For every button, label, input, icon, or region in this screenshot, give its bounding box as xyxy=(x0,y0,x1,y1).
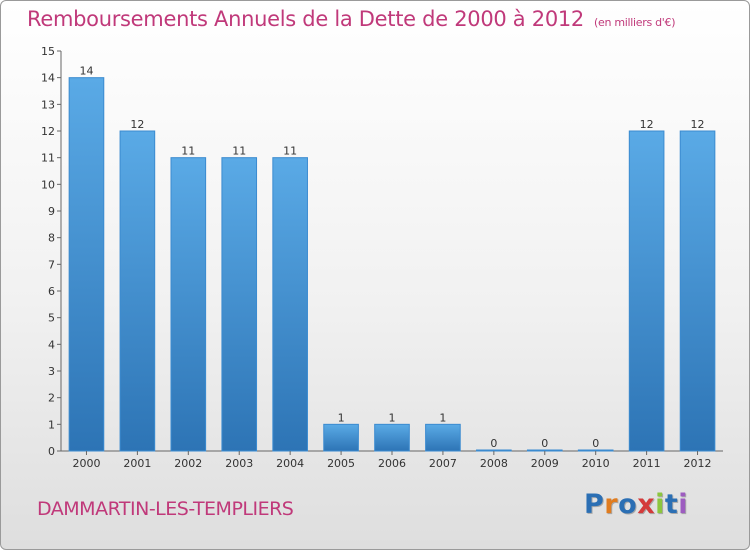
bar-value-label: 1 xyxy=(389,411,396,424)
y-tick-label: 4 xyxy=(48,338,55,351)
bar-value-label: 1 xyxy=(439,411,446,424)
x-tick-label: 2006 xyxy=(378,457,406,470)
bar-2008 xyxy=(476,449,512,452)
logo-letter: i xyxy=(678,489,689,520)
logo-letter: t xyxy=(664,489,679,520)
bar-value-label: 14 xyxy=(79,65,93,78)
bar-value-label: 0 xyxy=(490,437,497,450)
bar-2010 xyxy=(577,449,614,452)
bar-value-label: 11 xyxy=(232,145,246,158)
x-tick-label: 2008 xyxy=(480,457,508,470)
bar-value-label: 12 xyxy=(691,118,705,131)
logo-letter: x xyxy=(637,489,656,520)
y-tick-label: 13 xyxy=(41,98,55,111)
bar-value-label: 12 xyxy=(130,118,144,131)
x-tick-label: 2002 xyxy=(174,457,202,470)
x-tick-label: 2010 xyxy=(582,457,610,470)
logo-letter: i xyxy=(655,489,665,520)
logo-letter: o xyxy=(618,489,638,520)
chart-title: Remboursements Annuels de la Dette de 20… xyxy=(27,7,675,31)
chart-unit: (en milliers d'€) xyxy=(594,16,676,29)
y-tick-label: 9 xyxy=(48,205,55,218)
x-tick-label: 2009 xyxy=(531,457,559,470)
x-tick-label: 2000 xyxy=(72,457,100,470)
bar-2001 xyxy=(119,130,156,452)
bar-2003 xyxy=(221,157,258,452)
x-tick-label: 2012 xyxy=(684,457,712,470)
logo-letter: P xyxy=(584,489,605,520)
bar-value-label: 12 xyxy=(640,118,654,131)
bar-2002 xyxy=(170,157,207,452)
y-tick-label: 0 xyxy=(48,445,55,458)
y-tick-label: 7 xyxy=(48,258,55,271)
y-tick-label: 2 xyxy=(48,392,55,405)
y-tick-label: 14 xyxy=(41,72,55,85)
y-tick-label: 5 xyxy=(48,312,55,325)
bar-2012 xyxy=(679,130,716,452)
y-tick-label: 15 xyxy=(41,45,55,58)
y-tick-label: 12 xyxy=(41,125,55,138)
x-tick-label: 2011 xyxy=(633,457,661,470)
bar-value-label: 11 xyxy=(283,145,297,158)
x-tick-label: 2001 xyxy=(123,457,151,470)
bar-2006 xyxy=(374,423,410,452)
y-tick-label: 10 xyxy=(41,178,55,191)
x-tick-label: 2007 xyxy=(429,457,457,470)
x-tick-label: 2005 xyxy=(327,457,355,470)
y-tick-label: 6 xyxy=(48,285,55,298)
bar-value-label: 11 xyxy=(181,145,195,158)
bar-2009 xyxy=(526,449,563,452)
proxiti-logo: Proxiti xyxy=(584,489,688,520)
y-tick-label: 3 xyxy=(48,365,55,378)
bar-2007 xyxy=(425,423,461,452)
logo-letter: r xyxy=(604,489,619,520)
y-tick-label: 1 xyxy=(48,418,55,431)
bar-value-label: 0 xyxy=(541,437,548,450)
bar-value-label: 1 xyxy=(338,411,345,424)
x-axis-ticks: 2000 2001 2002 2003 2004 2005 2006 2007 2008 2009… xyxy=(72,451,712,470)
bar-2004 xyxy=(272,157,308,452)
bar-2000 xyxy=(68,77,105,452)
commune-name: DAMMARTIN-LES-TEMPLIERS xyxy=(37,498,294,520)
y-tick-label: 11 xyxy=(41,152,55,165)
bar-value-label: 0 xyxy=(592,437,599,450)
y-tick-label: 8 xyxy=(48,232,55,245)
x-tick-label: 2004 xyxy=(276,457,304,470)
chart-axes xyxy=(60,51,723,452)
chart-title-text: Remboursements Annuels de la Dette de 20… xyxy=(27,7,584,31)
bar-2005 xyxy=(323,423,359,452)
bar-2011 xyxy=(628,130,665,452)
x-tick-label: 2003 xyxy=(225,457,253,470)
